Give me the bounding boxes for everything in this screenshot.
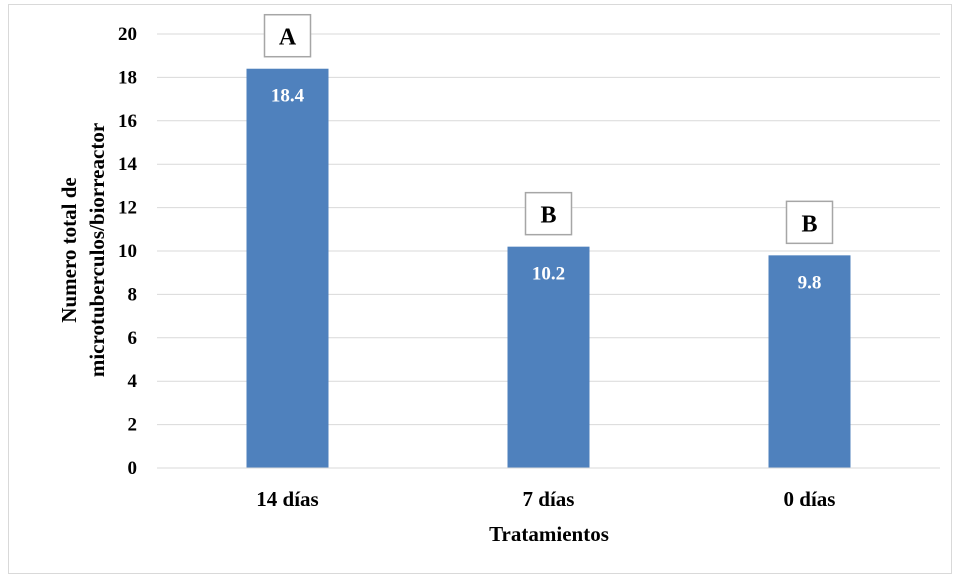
bar-1 <box>507 246 590 468</box>
x-axis-title: Tratamientos <box>489 522 609 546</box>
significance-box-2 <box>785 200 834 245</box>
y-tick-label-18: 18 <box>118 67 137 88</box>
significance-letter-2: B <box>801 211 817 237</box>
bar-value-label-0: 18.4 <box>271 86 305 107</box>
y-axis-title: Numero total de microtuberculos/biorreac… <box>57 123 109 377</box>
y-tick-label-12: 12 <box>118 198 137 219</box>
x-category-label-0: 14 días <box>256 487 318 511</box>
significance-letter-0: A <box>279 25 297 51</box>
y-axis-title-line-1: Numero total de <box>57 177 81 322</box>
y-tick-label-6: 6 <box>128 328 138 349</box>
x-category-labels: 14 días 7 días 0 días <box>256 487 835 511</box>
significance-box-1 <box>524 191 573 236</box>
y-tick-label-16: 16 <box>118 111 137 132</box>
y-tick-label-20: 20 <box>118 24 137 45</box>
significance-box-0 <box>263 13 312 58</box>
x-category-label-1: 7 días <box>523 487 575 511</box>
significance-letter-1: B <box>540 203 556 229</box>
y-tick-label-10: 10 <box>118 241 137 262</box>
bar-value-label-2: 9.8 <box>798 272 822 293</box>
y-tick-label-8: 8 <box>128 284 138 305</box>
y-tick-label-4: 4 <box>128 371 138 392</box>
bar-2 <box>768 255 851 468</box>
y-tick-label-2: 2 <box>128 415 138 436</box>
chart-frame <box>8 4 952 574</box>
y-tick-labels: 0 2 4 6 8 10 12 14 16 18 20 <box>118 24 138 479</box>
y-tick-label-0: 0 <box>128 458 138 479</box>
bar-0 <box>246 68 329 468</box>
y-axis-title-line-2: microtuberculos/biorreactor <box>85 123 109 377</box>
x-category-label-2: 0 días <box>784 487 836 511</box>
bars: 18.4 A 10.2 B 9.8 B <box>246 13 851 468</box>
y-tick-label-14: 14 <box>118 154 138 175</box>
bar-value-label-1: 10.2 <box>532 264 565 285</box>
